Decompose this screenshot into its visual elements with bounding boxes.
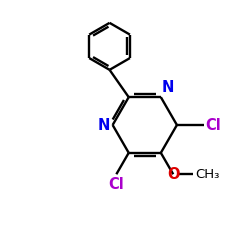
Text: Cl: Cl: [205, 118, 221, 132]
Text: Cl: Cl: [108, 177, 124, 192]
Text: CH₃: CH₃: [196, 168, 220, 181]
Text: N: N: [162, 80, 174, 95]
Text: O: O: [167, 167, 179, 182]
Text: N: N: [98, 118, 110, 132]
